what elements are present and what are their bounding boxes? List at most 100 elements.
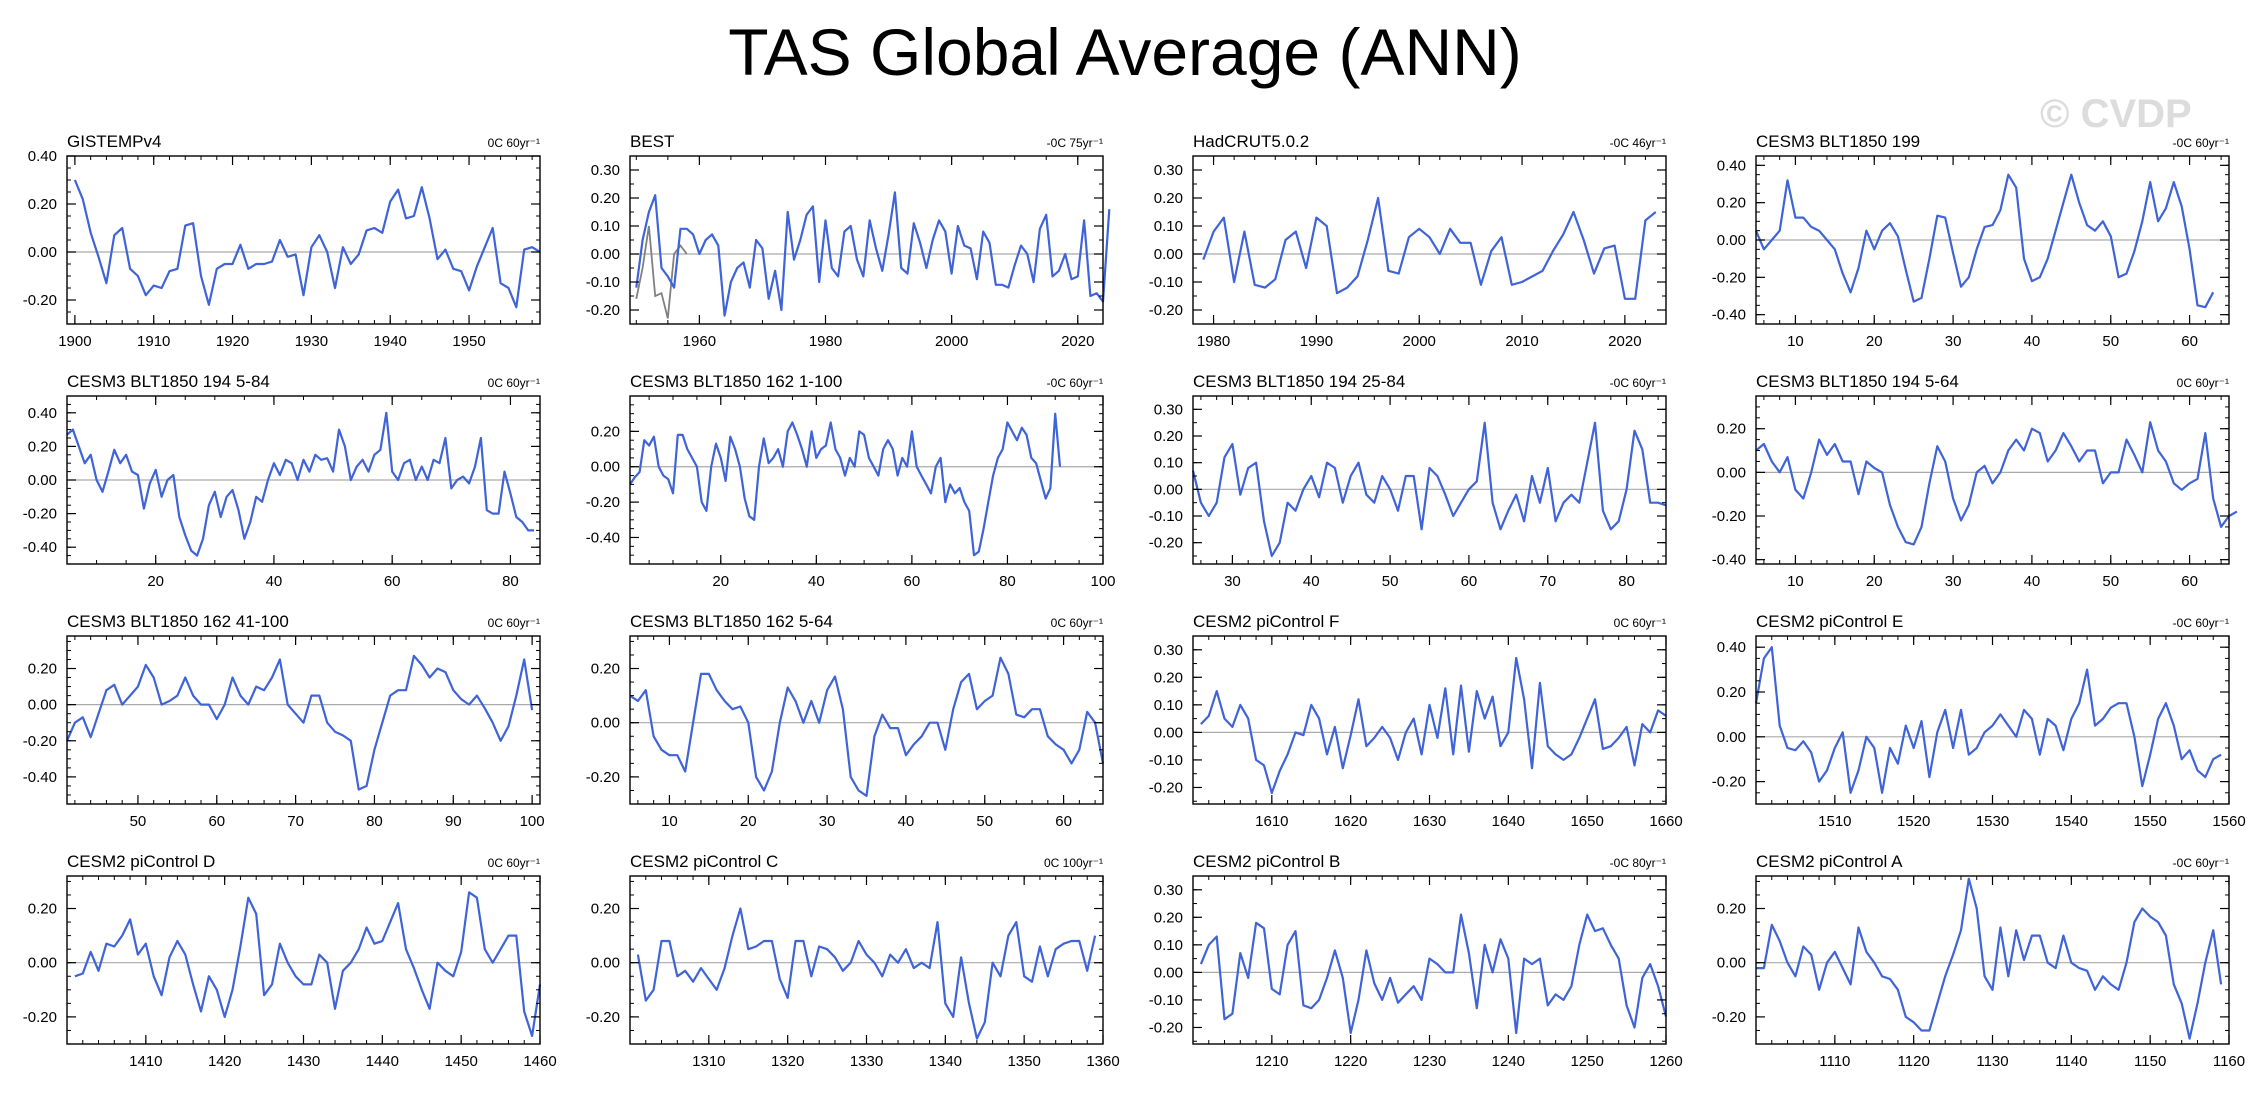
x-tick-label: 90 (445, 813, 462, 830)
x-tick-label: 1310 (692, 1053, 725, 1070)
x-tick-label: 20 (712, 573, 729, 590)
x-tick-label: 50 (976, 813, 993, 830)
y-tick-label: -0.10 (1149, 508, 1183, 525)
y-tick-label: 0.00 (28, 955, 57, 972)
y-tick-label: 0.30 (1154, 401, 1183, 418)
series-line (636, 907, 1097, 1040)
y-tick-label: 0.20 (591, 423, 620, 440)
panel-11: CESM2 piControl F 0C 60yr⁻¹ 1610 1620 1630 16… (1149, 612, 1683, 830)
x-tick-label: 1960 (683, 333, 716, 350)
panel-16: CESM2 piControl A -0C 60yr⁻¹ 1110 1120 1130 1… (1712, 852, 2245, 1070)
y-tick-label: 0.00 (1717, 464, 1746, 481)
y-tick-label: -0.20 (1149, 1019, 1183, 1036)
panel-title: CESM2 piControl E (1756, 612, 1903, 631)
x-tick-label: 1160 (2213, 1053, 2245, 1070)
series-line (1200, 656, 1667, 795)
trend-label: -0C 46yr⁻¹ (1610, 136, 1666, 150)
y-tick-label: 0.00 (1154, 964, 1183, 981)
panel-title: GISTEMPv4 (67, 132, 161, 151)
x-tick-label: 1350 (1007, 1053, 1040, 1070)
x-tick-label: 1560 (2212, 813, 2245, 830)
x-tick-label: 50 (2102, 573, 2119, 590)
x-tick-label: 1140 (2055, 1053, 2087, 1070)
y-tick-label: 0.00 (591, 246, 620, 263)
y-tick-label: 0.00 (28, 244, 57, 261)
x-tick-label: 20 (1866, 333, 1883, 350)
x-tick-label: 20 (1866, 573, 1883, 590)
x-tick-label: 70 (287, 813, 304, 830)
plot-frame (1755, 395, 2230, 565)
panel-title: CESM3 BLT1850 162 5-64 (630, 612, 833, 631)
x-tick-label: 1320 (771, 1053, 804, 1070)
x-tick-label: 1520 (1897, 813, 1930, 830)
series-line (1754, 646, 2222, 794)
x-tick-label: 1530 (1976, 813, 2009, 830)
x-tick-label: 2020 (1608, 333, 1641, 350)
panel-6: CESM3 BLT1850 162 1-100 -0C 60yr⁻¹ 20 40 60 8… (586, 372, 1116, 590)
x-tick-label: 70 (1539, 573, 1556, 590)
panel-title: CESM2 piControl D (67, 852, 215, 871)
y-tick-label: 0.00 (28, 697, 57, 714)
y-tick-label: -0.20 (23, 733, 57, 750)
x-tick-label: 1610 (1255, 813, 1288, 830)
y-tick-label: -0.40 (1712, 307, 1746, 324)
panel-title: CESM3 BLT1850 194 25-84 (1193, 372, 1405, 391)
x-tick-label: 80 (999, 573, 1016, 590)
panel-title: CESM3 BLT1850 162 41-100 (67, 612, 289, 631)
y-tick-label: 0.00 (591, 459, 620, 476)
x-tick-label: 2020 (1061, 333, 1094, 350)
x-tick-label: 1340 (929, 1053, 962, 1070)
x-tick-label: 40 (898, 813, 915, 830)
y-tick-label: 0.30 (1154, 642, 1183, 659)
panel-2: BEST -0C 75yr⁻¹ 1960 1980 2000 2020 0.30 0.20 0.… (586, 132, 1111, 350)
plot-frame (1192, 635, 1667, 805)
y-tick-label: 0.20 (591, 190, 620, 207)
x-tick-label: 1650 (1570, 813, 1603, 830)
plot-frame (1192, 395, 1667, 565)
x-tick-label: 1450 (444, 1053, 477, 1070)
x-tick-label: 60 (2181, 573, 2198, 590)
x-tick-label: 60 (2181, 333, 2198, 350)
y-tick-label: -0.20 (586, 1009, 620, 1026)
series-line (629, 656, 1105, 798)
panel-12: CESM2 piControl E -0C 60yr⁻¹ 1510 1520 1530 1… (1712, 612, 2246, 830)
cvdp-watermark: © CVDP (2040, 92, 2192, 136)
plot-frame (66, 155, 541, 325)
y-tick-label: 0.40 (28, 148, 57, 165)
x-tick-label: 1630 (1413, 813, 1446, 830)
x-tick-label: 2010 (1505, 333, 1538, 350)
y-tick-label: -0.40 (23, 769, 57, 786)
panel-4: CESM3 BLT1850 199 -0C 60yr⁻¹ 10 20 30 40 50 60 0… (1712, 132, 2230, 350)
x-tick-label: 10 (1787, 333, 1804, 350)
x-tick-label: 40 (266, 573, 283, 590)
plot-frame (66, 635, 541, 805)
y-tick-label: 0.20 (1717, 195, 1746, 212)
y-tick-label: 0.00 (28, 472, 57, 489)
x-tick-label: 1950 (452, 333, 485, 350)
panel-9: CESM3 BLT1850 162 41-100 0C 60yr⁻¹ 50 60 70 8… (23, 612, 545, 830)
y-tick-label: -0.20 (586, 769, 620, 786)
series-line (65, 654, 534, 791)
y-tick-label: 0.20 (1154, 428, 1183, 445)
x-tick-label: 1360 (1086, 1053, 1119, 1070)
x-tick-label: 10 (661, 813, 678, 830)
panel-title: CESM2 piControl B (1193, 852, 1340, 871)
x-tick-label: 1990 (1300, 333, 1333, 350)
panel-8: CESM3 BLT1850 194 5-64 0C 60yr⁻¹ 10 20 30 40 5… (1712, 372, 2238, 590)
x-tick-label: 1250 (1570, 1053, 1603, 1070)
plot-frame (629, 875, 1104, 1045)
y-tick-label: -0.10 (1149, 274, 1183, 291)
y-tick-label: -0.40 (23, 539, 57, 556)
x-tick-label: 1640 (1492, 813, 1525, 830)
x-tick-label: 1440 (366, 1053, 399, 1070)
x-tick-label: 50 (2102, 333, 2119, 350)
y-tick-label: 0.00 (1717, 232, 1746, 249)
x-tick-label: 1460 (523, 1053, 556, 1070)
trend-label: -0C 75yr⁻¹ (1047, 136, 1103, 150)
x-tick-label: 10 (1787, 573, 1804, 590)
x-tick-label: 1410 (129, 1053, 162, 1070)
x-tick-label: 1550 (2133, 813, 2166, 830)
panel-15: CESM2 piControl B -0C 80yr⁻¹ 1210 1220 1230 1… (1149, 852, 1683, 1070)
y-tick-label: 0.20 (1717, 421, 1746, 438)
